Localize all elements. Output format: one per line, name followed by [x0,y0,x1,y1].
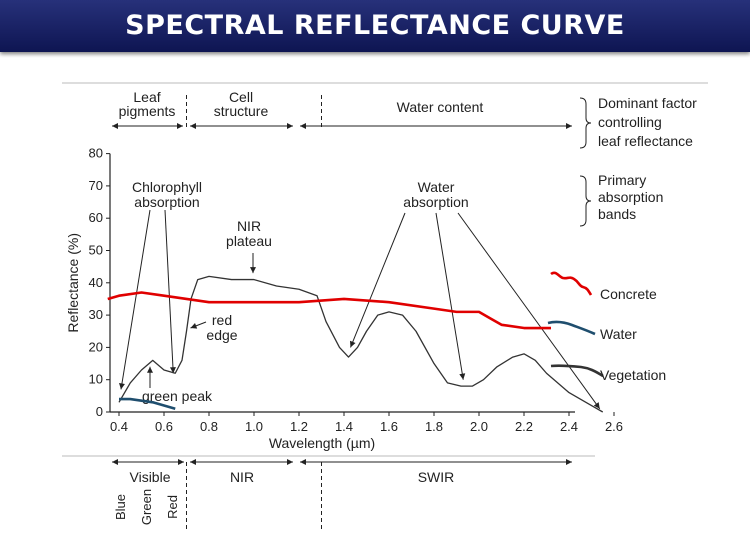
label-band-blue: Blue [113,494,128,520]
arrow-water-1-4-head [349,340,356,348]
legend-label-concrete: Concrete [600,286,657,302]
legend-label-vegetation: Vegetation [600,367,666,383]
arrow-chlorophyll-red-head [169,367,176,374]
x-tick-label: 1.4 [335,419,353,434]
label-swir: SWIR [418,469,455,485]
arrow-nir-tail [190,459,196,465]
title-bar [0,0,750,52]
legend-label-water: Water [600,326,637,342]
arrow-leaf-pigments-head [177,123,183,129]
arrow-green-peak-head [147,366,153,373]
y-tick-label: 30 [89,307,103,322]
label-nir: NIR [230,469,254,485]
label-water-content: Water content [397,99,484,115]
bracket-dominant [579,97,592,149]
label-red-edge: red edge [206,312,237,343]
x-tick-label: 2.2 [515,419,533,434]
arrow-visible-head [178,459,184,465]
y-tick-label: 50 [89,243,103,258]
label-chlorophyll: Chlorophyll absorption [132,179,202,210]
arrow-swir-tail [300,459,306,465]
arrow-water-1-9 [435,212,464,380]
label-leaf-pigments: Leaf pigments [119,89,176,119]
y-tick-label: 10 [89,372,103,387]
arrow-water-2-6 [457,212,601,410]
legend-swatch-water [547,320,596,336]
legend-swatch-concrete [550,271,593,296]
arrow-water-content-tail [300,123,306,129]
arrow-chlorophyll-blue [120,209,151,390]
x-tick-label: 2.0 [470,419,488,434]
x-tick-label: 0.4 [110,419,128,434]
arrow-visible-tail [112,459,118,465]
label-cell-structure: Cell structure [214,89,269,119]
arrow-leaf-pigments-tail [112,123,118,129]
arrow-water-1-4 [350,212,406,348]
bracket-primary-bands [579,175,592,227]
label-dominant-factor: Dominant factor controlling leaf reflectan… [598,95,697,149]
x-tick-label: 2.6 [605,419,623,434]
label-band-green: Green [139,489,154,525]
x-tick-label: 1.6 [380,419,398,434]
label-band-red: Red [165,495,180,519]
x-tick-label: 1.0 [245,419,263,434]
arrow-water-2-6-head [593,402,600,409]
y-tick-label: 60 [89,210,103,225]
x-tick-label: 0.6 [155,419,173,434]
arrow-nir-plateau-head [250,267,256,274]
series-vegetation-line [118,275,604,413]
x-tick-label: 0.8 [200,419,218,434]
arrow-swir-head [566,459,572,465]
x-tick-label: 1.8 [425,419,443,434]
x-tick-label: 1.2 [290,419,308,434]
arrow-nir-head [287,459,293,465]
series-concrete-line [107,291,551,330]
y-tick-label: 40 [89,275,103,290]
y-tick-label: 20 [89,339,103,354]
y-tick-label: 70 [89,178,103,193]
arrow-water-1-9-head [459,373,466,380]
y-axis-label: Reflectance (%) [65,233,81,333]
arrow-water-content-head [566,123,572,129]
slide-title: SPECTRAL REFLECTANCE CURVE [125,10,625,41]
arrow-chlorophyll-red [164,209,174,374]
arrow-cell-structure-tail [190,123,196,129]
arrow-chlorophyll-blue-head [118,382,125,390]
arrow-red-edge-head [190,323,198,329]
label-green-peak: green peak [142,388,213,404]
legend-swatch-vegetation [550,364,604,378]
label-primary-bands: Primary absorption bands [598,172,663,222]
y-tick-label: 0 [96,404,103,419]
label-nir-plateau: NIR plateau [226,218,272,249]
arrow-cell-structure-head [287,123,293,129]
x-axis-label: Wavelength (µm) [269,435,375,451]
label-water-absorption: Water absorption [403,179,468,210]
label-visible: Visible [130,469,171,485]
series-water-line [119,397,176,411]
y-tick-label: 80 [89,146,103,161]
x-tick-label: 2.4 [560,419,578,434]
